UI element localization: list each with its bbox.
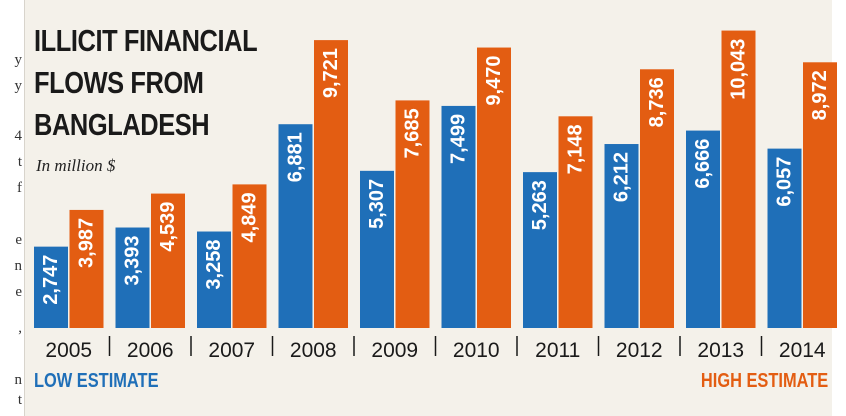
x-tick-label-2014: 2014 <box>779 339 826 362</box>
high-estimate-label-2012: 8,736 <box>646 77 668 127</box>
high-estimate-bar-2011 <box>558 116 593 328</box>
legend-low-estimate: LOW ESTIMATE <box>34 370 159 392</box>
high-estimate-bar-2005 <box>69 209 104 328</box>
high-estimate-label-2008: 9,721 <box>320 48 342 98</box>
low-estimate-label-2007: 3,258 <box>203 240 225 290</box>
strip-char: n <box>14 372 23 388</box>
low-estimate-bar-2010 <box>441 105 476 328</box>
high-estimate-bar-2009 <box>395 100 430 329</box>
strip-char: t <box>17 154 22 170</box>
x-tick-label-2008: 2008 <box>290 339 337 362</box>
strip-char: e <box>15 284 22 300</box>
strip-char: e <box>15 232 22 248</box>
strip-char: n <box>14 258 23 274</box>
low-estimate-bar-2005 <box>34 246 68 328</box>
high-estimate-bar-2013 <box>721 30 756 328</box>
high-estimate-bar-2014 <box>803 62 837 328</box>
chart-subtitle: In million $ <box>36 156 116 175</box>
x-tick-label-2006: 2006 <box>127 339 174 362</box>
low-estimate-bar-2014 <box>767 148 802 328</box>
strip-char: , <box>18 320 22 336</box>
low-estimate-bar-2012 <box>604 144 639 328</box>
high-estimate-bar-2008 <box>314 40 348 328</box>
low-estimate-label-2011: 5,263 <box>529 180 551 230</box>
low-estimate-label-2006: 3,393 <box>122 236 144 286</box>
x-tick-label-2005: 2005 <box>45 339 92 362</box>
x-tick-label-2011: 2011 <box>535 339 580 362</box>
low-estimate-bar-2008 <box>278 124 313 328</box>
high-estimate-bar-2012 <box>640 69 674 328</box>
x-tick-label-2010: 2010 <box>453 339 500 362</box>
low-estimate-bar-2007 <box>197 231 231 328</box>
low-estimate-label-2013: 6,666 <box>692 139 714 189</box>
bars-group: 2,747 3,987 3,393 4,539 3,258 4,849 6,881 9,721… <box>34 30 837 329</box>
low-estimate-bar-2013 <box>686 130 720 328</box>
high-estimate-label-2007: 4,849 <box>239 192 261 242</box>
high-estimate-label-2011: 7,148 <box>565 124 587 174</box>
x-tick-label-2013: 2013 <box>697 339 744 362</box>
low-estimate-bar-2009 <box>360 170 394 328</box>
low-estimate-label-2005: 2,747 <box>40 255 62 305</box>
high-estimate-label-2014: 8,972 <box>809 70 831 120</box>
low-estimate-label-2008: 6,881 <box>285 132 307 182</box>
low-estimate-bar-2006 <box>115 227 150 328</box>
low-estimate-label-2010: 7,499 <box>448 114 470 164</box>
strip-char: y <box>14 52 23 68</box>
high-estimate-label-2006: 4,539 <box>157 202 179 252</box>
low-estimate-bar-2011 <box>523 172 557 328</box>
x-tick-label-2012: 2012 <box>616 339 663 362</box>
strip-char: f <box>17 180 22 196</box>
low-estimate-label-2014: 6,057 <box>774 157 796 207</box>
high-estimate-label-2013: 10,043 <box>728 39 750 100</box>
high-estimate-bar-2006 <box>151 193 185 328</box>
strip-char: 4 <box>14 128 23 144</box>
high-estimate-label-2010: 9,470 <box>483 56 505 106</box>
x-tick-label-2009: 2009 <box>371 339 418 362</box>
low-estimate-label-2012: 6,212 <box>611 152 633 202</box>
high-estimate-label-2009: 7,685 <box>402 108 424 158</box>
high-estimate-bar-2010 <box>477 47 511 329</box>
strip-char: y <box>14 78 23 94</box>
x-axis: 2005 2006 2007 2008 2009 2010 2011 2012 2013 2014 <box>45 336 826 362</box>
high-estimate-label-2005: 3,987 <box>76 218 98 268</box>
low-estimate-label-2009: 5,307 <box>366 179 388 229</box>
chart-title: ILLICIT FINANCIAL FLOWS FROM BANGLADESH <box>34 23 258 142</box>
legend-high-estimate: HIGH ESTIMATE <box>700 370 828 392</box>
high-estimate-bar-2007 <box>232 184 267 328</box>
x-tick-label-2007: 2007 <box>208 339 255 362</box>
strip-char: t <box>17 392 22 408</box>
